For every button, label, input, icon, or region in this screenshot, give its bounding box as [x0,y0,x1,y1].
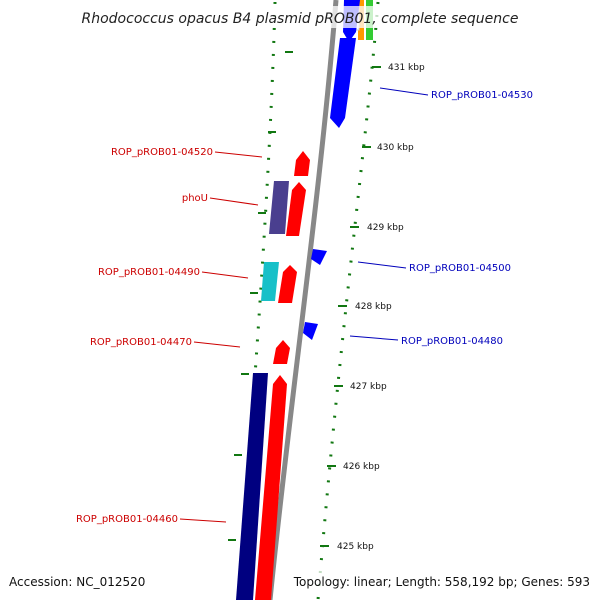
tick-label-426: 426 kbp [343,462,380,472]
gene-ROP_pROB01-04490[interactable] [261,262,279,301]
gene-phoU-partner[interactable] [286,182,306,236]
tick-label-430: 430 kbp [377,143,414,153]
gene-ROP_pROB01-04460[interactable] [236,373,268,600]
tick-label-428: 428 kbp [355,302,392,312]
gene-ROP_pROB01-04460-partner[interactable] [255,375,287,600]
gene-ROP_pROB01-04470[interactable] [273,340,290,364]
summary-text: Topology: linear; Length: 558,192 bp; Ge… [293,575,590,589]
map-title: Rhodococcus opacus B4 plasmid pROB01, co… [82,11,519,27]
tick-label-429: 429 kbp [367,223,404,233]
gene-ROP_pROB01-04520[interactable] [294,151,310,176]
label-ROP_pROB01-04490[interactable]: ROP_pROB01-04490 [98,267,200,278]
gene-ROP_pROB01-04480[interactable] [303,322,318,340]
label-phoU[interactable]: phoU [182,193,208,204]
label-ROP_pROB01-04470[interactable]: ROP_pROB01-04470 [90,337,192,348]
tick-labels: 431 kbp 430 kbp 429 kbp 428 kbp 427 kbp … [337,63,425,552]
gene-ROP_pROB01-04490-partner[interactable] [278,265,297,303]
gene-labels: ROP_pROB01-04520 phoU ROP_pROB01-04490 R… [76,90,533,525]
scale-ticks [320,66,381,547]
gene-phoU[interactable] [269,181,289,234]
gene-ROP_pROB01-04500[interactable] [311,249,327,265]
label-leaders [179,87,429,523]
tick-label-427: 427 kbp [350,382,387,392]
label-ROP_pROB01-04530[interactable]: ROP_pROB01-04530 [431,90,533,101]
label-ROP_pROB01-04520[interactable]: ROP_pROB01-04520 [111,147,213,158]
sequence-backbone [267,0,339,600]
left-track-ticks [228,51,293,541]
label-ROP_pROB01-04460[interactable]: ROP_pROB01-04460 [76,514,178,525]
left-track-dots [236,1,277,600]
gene-ROP_pROB01-04530-body[interactable] [330,38,356,128]
reverse-genes [236,151,310,600]
tick-label-425: 425 kbp [337,542,374,552]
right-track-dots [316,1,380,600]
label-ROP_pROB01-04500[interactable]: ROP_pROB01-04500 [409,263,511,274]
accession-text: Accession: NC_012520 [9,575,145,589]
label-ROP_pROB01-04480[interactable]: ROP_pROB01-04480 [401,336,503,347]
tick-label-431: 431 kbp [388,63,425,73]
